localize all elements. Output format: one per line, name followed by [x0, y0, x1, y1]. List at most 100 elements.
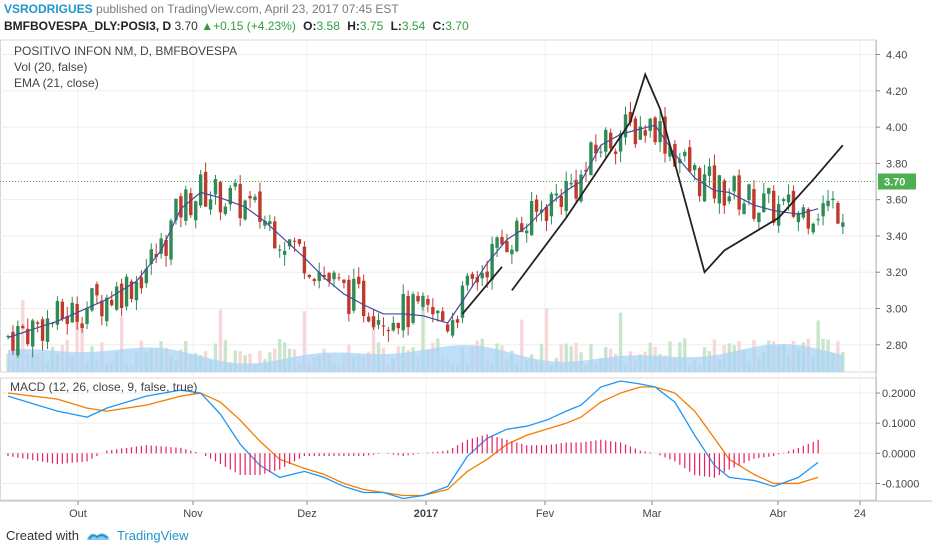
price-tick-label: 3.60	[886, 195, 907, 207]
candle-body	[80, 323, 84, 328]
candle-body	[213, 179, 218, 195]
grid-lines	[0, 39, 877, 501]
candle-body	[361, 280, 366, 317]
candle-body	[273, 221, 277, 249]
candle-body	[26, 328, 30, 345]
candle-body	[11, 331, 15, 351]
candle-body	[164, 239, 168, 256]
candle-body	[268, 221, 272, 225]
candle-body	[95, 284, 99, 296]
candle-body	[110, 299, 114, 306]
symbol-line: BMFBOVESPA_DLY:POSI3, D 3.70 ▲+0.15 (+4.…	[4, 19, 469, 33]
legend: POSITIVO INFON NM, D, BMFBOVESPA Vol (20…	[10, 44, 237, 394]
volume-bar	[223, 340, 228, 372]
candle-body	[282, 250, 287, 255]
up-arrow-icon: ▲	[201, 19, 214, 33]
candle-body	[441, 311, 445, 321]
volume-bars	[6, 299, 845, 372]
candle-body	[470, 273, 475, 279]
low-label: L:	[390, 19, 402, 33]
volume-bar	[233, 350, 237, 372]
macd-signal-line	[7, 386, 819, 497]
candle-body	[416, 295, 420, 302]
volume-bar	[302, 311, 307, 372]
macd-line	[7, 380, 819, 500]
candle-body	[836, 202, 840, 224]
tradingview-link[interactable]: TradingView	[116, 527, 189, 543]
author-link[interactable]: VSRODRIGUES	[4, 2, 93, 16]
candle-body	[520, 223, 524, 233]
candle-body	[119, 283, 124, 308]
candle-body	[40, 319, 45, 341]
candle-body	[604, 129, 608, 152]
volume-bar	[421, 302, 425, 372]
chart-title: POSITIVO INFON NM, D, BMFBOVESPA	[14, 44, 237, 58]
candle-body	[139, 277, 144, 289]
candle-body	[678, 159, 682, 164]
candle-body	[544, 206, 549, 221]
candle-body	[327, 273, 331, 282]
macd-tick-label: 0.1000	[882, 418, 916, 430]
publish-line: VSRODRIGUES published on TradingView.com…	[4, 2, 399, 16]
candle-body	[292, 240, 297, 242]
volume-bar	[75, 318, 79, 372]
candle-body	[737, 175, 741, 210]
price-change: +0.15 (+4.23%)	[213, 19, 296, 33]
volume-bar	[589, 343, 593, 372]
candle-body	[564, 180, 568, 212]
candle-body	[159, 238, 163, 254]
time-tick-label: Dez	[297, 508, 317, 520]
candle-body	[727, 196, 731, 202]
candle-body	[781, 199, 786, 202]
candle-body	[90, 288, 94, 311]
candle-body	[806, 209, 810, 229]
candle-body	[21, 326, 25, 329]
ema-legend: EMA (21, close)	[14, 76, 99, 90]
candle-body	[589, 142, 593, 176]
last-price-badge	[878, 173, 916, 190]
volume-bar	[238, 351, 242, 372]
candle-body	[692, 165, 697, 171]
candles	[6, 102, 845, 358]
candle-body	[841, 222, 845, 227]
candle-body	[233, 182, 237, 187]
candle-body	[366, 316, 371, 322]
candle-body	[767, 187, 771, 194]
high-value: 3.75	[359, 19, 384, 33]
candle-body	[376, 320, 381, 325]
candle-body	[357, 276, 361, 284]
candle-body	[154, 253, 158, 258]
macd-tick-label: -0.1000	[882, 478, 919, 490]
candle-body	[411, 294, 415, 323]
candle-body	[816, 219, 820, 221]
candle-body	[169, 220, 173, 260]
candle-body	[223, 206, 228, 214]
candle-body	[791, 190, 796, 217]
candle-body	[322, 274, 326, 278]
symbol-name: BMFBOVESPA_DLY:POSI3, D	[4, 19, 172, 33]
price-tick-label: 3.80	[886, 158, 907, 170]
candle-body	[554, 193, 559, 196]
candle-body	[263, 220, 267, 226]
volume-bar	[278, 339, 282, 372]
candle-body	[757, 212, 761, 223]
candle-body	[500, 237, 504, 245]
volume-bar	[559, 344, 563, 372]
time-tick-label: Nov	[183, 508, 203, 520]
candle-body	[717, 175, 722, 204]
candle-body	[85, 307, 89, 324]
price-tick-label: 3.00	[886, 304, 907, 316]
candle-body	[149, 249, 153, 265]
candle-body	[455, 319, 460, 323]
candle-body	[747, 184, 751, 201]
candle-body	[505, 241, 509, 253]
candle-body	[618, 133, 623, 152]
candle-body	[238, 184, 242, 219]
candle-body	[683, 151, 687, 157]
price-tick-label: 4.40	[886, 50, 907, 62]
volume-bar	[564, 343, 568, 372]
candle-body	[381, 325, 386, 327]
candle-body	[594, 144, 598, 154]
time-tick-label: 2017	[414, 508, 438, 520]
